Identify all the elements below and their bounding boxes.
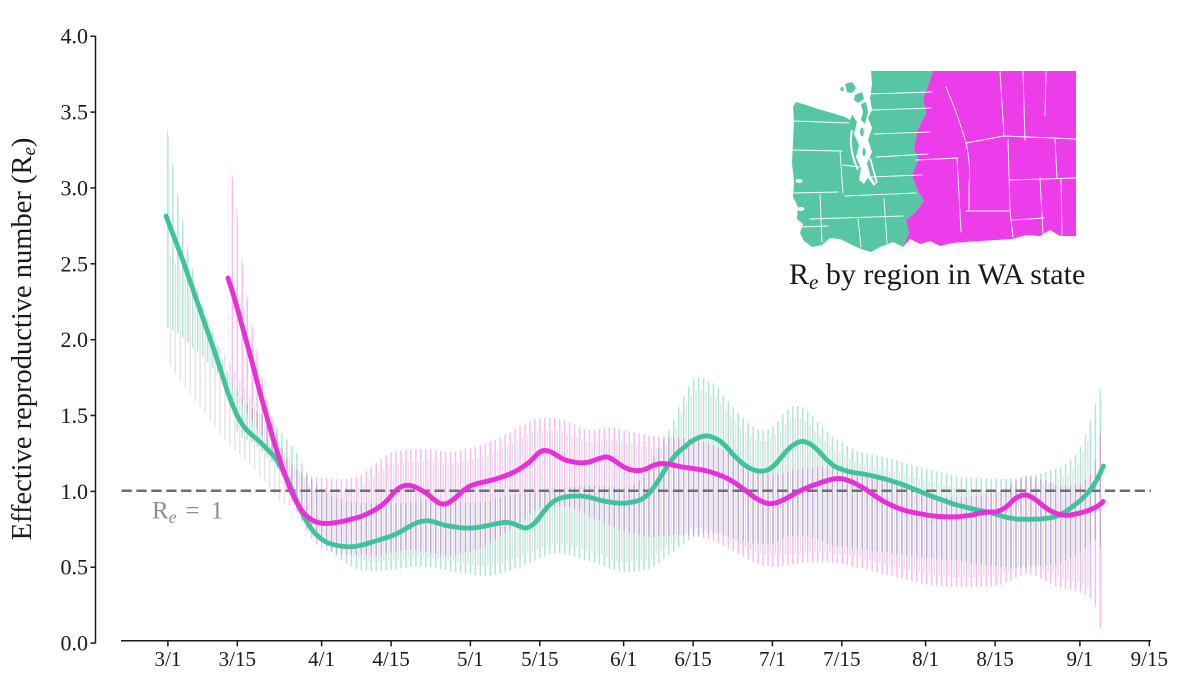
svg-text:7/15: 7/15 xyxy=(823,647,860,671)
svg-text:6/1: 6/1 xyxy=(610,647,637,671)
svg-text:8/1: 8/1 xyxy=(912,647,939,671)
svg-text:Effective reproductive number: Effective reproductive number (Re) xyxy=(7,138,40,541)
svg-text:3/15: 3/15 xyxy=(219,647,256,671)
svg-text:4.0: 4.0 xyxy=(61,24,89,49)
svg-text:3/1: 3/1 xyxy=(154,647,181,671)
svg-text:9/1: 9/1 xyxy=(1066,647,1093,671)
svg-text:4/1: 4/1 xyxy=(308,647,335,671)
svg-text:5/1: 5/1 xyxy=(457,647,484,671)
svg-text:4/15: 4/15 xyxy=(372,647,409,671)
svg-text:Re = 1: Re = 1 xyxy=(152,498,226,528)
svg-text:2.0: 2.0 xyxy=(61,327,89,352)
svg-text:6/15: 6/15 xyxy=(674,647,711,671)
svg-text:3.5: 3.5 xyxy=(61,100,89,125)
svg-text:5/15: 5/15 xyxy=(521,647,558,671)
svg-text:1.0: 1.0 xyxy=(61,479,89,504)
svg-text:Re by region in WA state: Re by region in WA state xyxy=(789,258,1085,294)
svg-text:2.5: 2.5 xyxy=(61,251,89,276)
svg-text:3.0: 3.0 xyxy=(61,175,89,200)
svg-text:0.0: 0.0 xyxy=(61,631,89,656)
svg-text:8/15: 8/15 xyxy=(976,647,1013,671)
svg-text:7/1: 7/1 xyxy=(759,647,786,671)
svg-text:1.5: 1.5 xyxy=(61,403,89,428)
svg-text:0.5: 0.5 xyxy=(61,555,89,580)
svg-text:9/15: 9/15 xyxy=(1131,647,1168,671)
